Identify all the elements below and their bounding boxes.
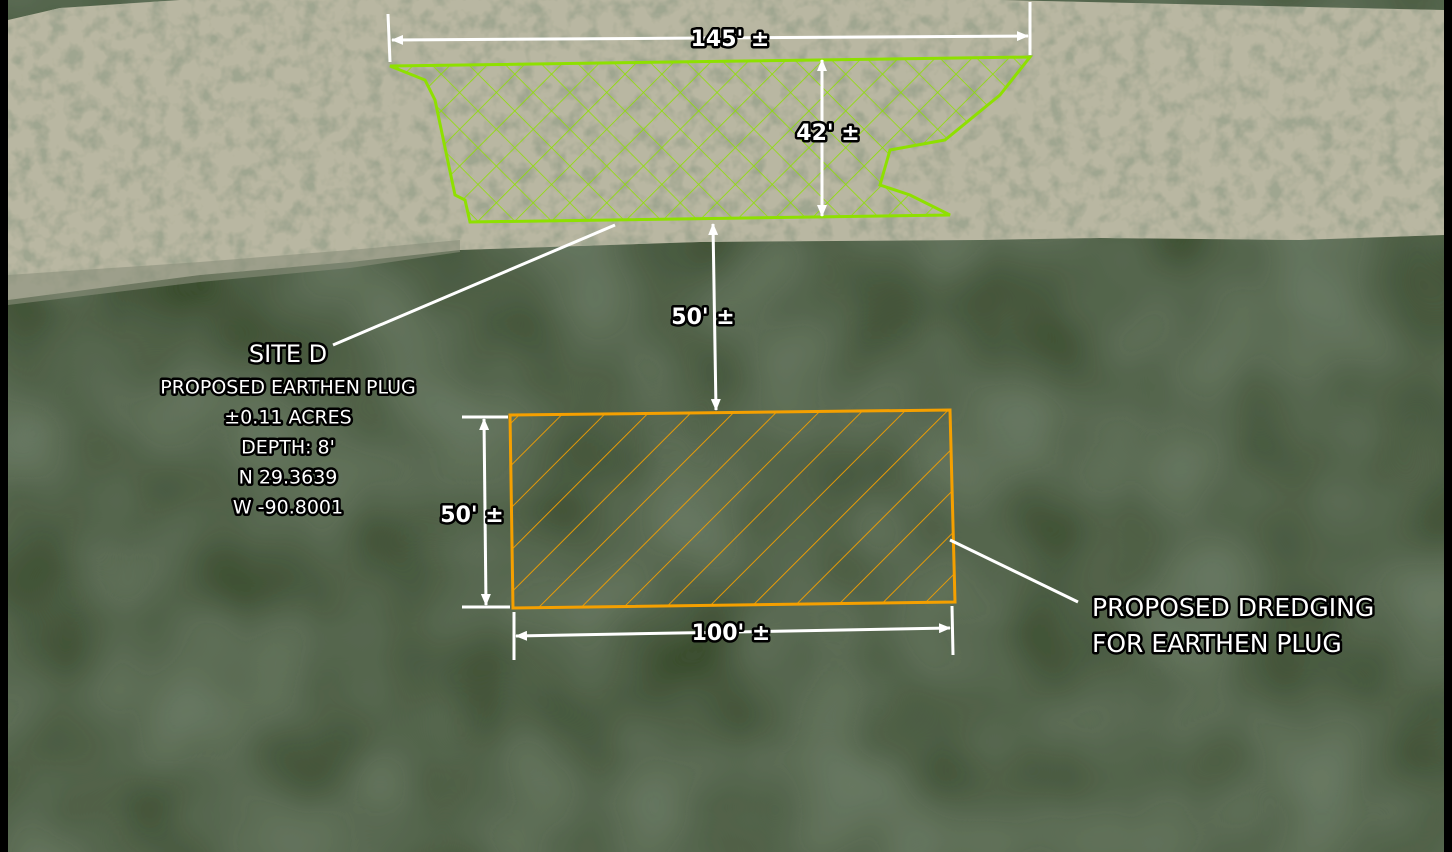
label-line: FOR EARTHEN PLUG [1092, 629, 1342, 658]
dimension-label: 145' ± [691, 27, 770, 52]
label-line: W -90.8001 [233, 497, 343, 519]
label-line: N 29.3639 [239, 467, 338, 489]
label-line: DEPTH: 8' [241, 437, 335, 459]
label-line: ±0.11 ACRES [224, 407, 351, 429]
dredging-area [510, 410, 955, 608]
extension-line [952, 606, 953, 655]
dimension-label: 50' ± [671, 305, 734, 330]
label-line: PROPOSED DREDGING [1092, 593, 1374, 622]
page: {"dimensions": {"plug_width": "145' ±", … [0, 0, 1452, 852]
dimension-label: 42' ± [796, 121, 859, 146]
extension-line [388, 14, 390, 62]
dimension-label: 50' ± [440, 503, 503, 528]
label-line: PROPOSED EARTHEN PLUG [160, 377, 415, 399]
site-map: 145' ± 42' ± 50' ± 50' ± 100' ± SITE D P… [0, 0, 1452, 852]
site-title: SITE D [249, 340, 327, 368]
dimension-label: 100' ± [692, 621, 771, 646]
